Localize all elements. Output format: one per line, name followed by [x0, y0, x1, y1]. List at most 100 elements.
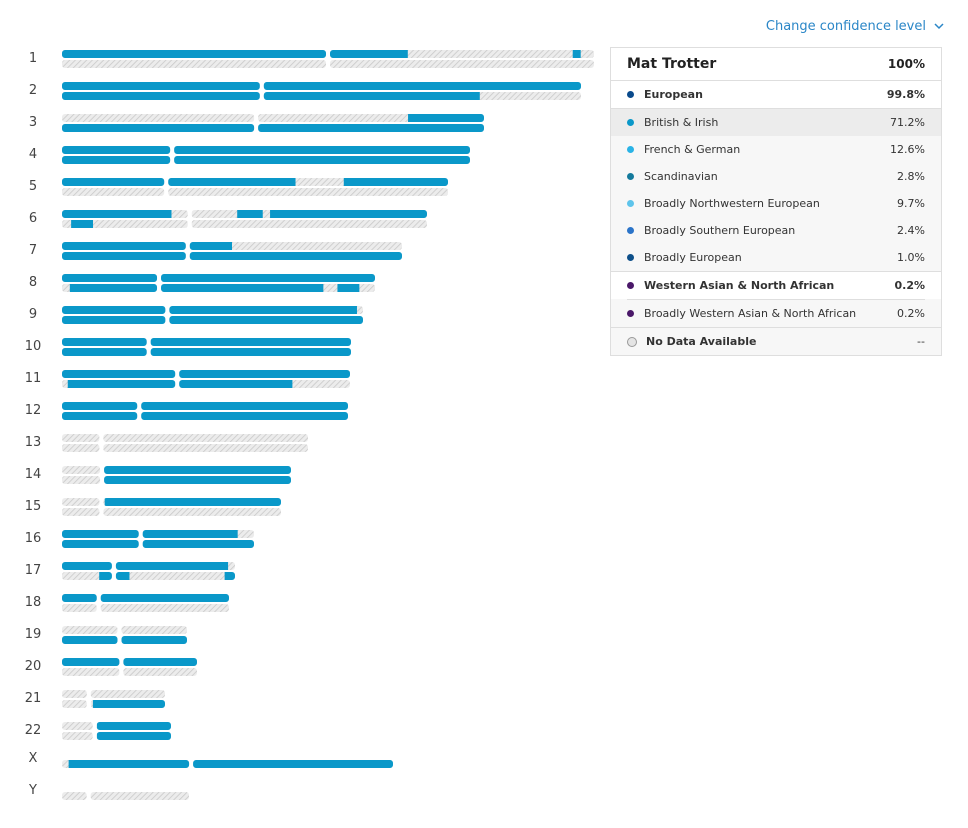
chromosome-8[interactable]	[0, 274, 379, 292]
chromosome-10[interactable]	[0, 338, 355, 356]
chromosome-7[interactable]	[0, 242, 406, 260]
legend-item-value: 12.6%	[890, 143, 925, 156]
ancestry-segment	[62, 412, 348, 420]
chromosome-2[interactable]	[0, 82, 585, 100]
chromosome-strand	[62, 476, 291, 484]
chromosome-Y[interactable]	[0, 792, 193, 810]
legend-item-left: British & Irish	[627, 116, 718, 129]
chromosome-16[interactable]	[0, 530, 258, 548]
legend-item-left: Broadly European	[627, 251, 742, 264]
legend-item-french-german[interactable]: French & German 12.6%	[611, 136, 941, 163]
chromosome-label: 22	[24, 723, 42, 738]
legend-item-label: British & Irish	[644, 116, 719, 129]
ancestry-segment	[103, 466, 291, 474]
chromosome-13[interactable]	[0, 434, 312, 452]
legend-group-value: 99.8%	[886, 88, 925, 101]
legend-divider	[611, 327, 941, 328]
chromosome-label: 4	[28, 147, 38, 162]
ancestry-segment	[62, 338, 351, 346]
chromosome-18[interactable]	[0, 594, 233, 612]
legend-item-scandinavian[interactable]: Scandinavian 2.8%	[611, 163, 941, 190]
chromosome-21[interactable]	[0, 690, 169, 708]
chromosome-strand	[62, 82, 581, 90]
chromosome-3[interactable]	[0, 114, 488, 132]
legend-item-label: French & German	[644, 143, 741, 156]
legend-header: Mat Trotter 100%	[611, 48, 941, 81]
no-data-region	[62, 60, 594, 68]
legend-item-broadly-southern-european[interactable]: Broadly Southern European 2.4%	[611, 217, 941, 244]
legend-item-left: Broadly Northwestern European	[627, 197, 820, 210]
chromosome-strand	[62, 792, 189, 800]
chromosome-6[interactable]	[0, 210, 431, 228]
chromosome-strand	[62, 114, 484, 122]
ancestry-segment	[62, 402, 348, 410]
chromosome-12[interactable]	[0, 402, 352, 420]
chromosome-strand	[62, 594, 229, 602]
ancestry-segment	[343, 178, 448, 186]
chromosome-9[interactable]	[0, 306, 367, 324]
chromosome-strand	[62, 732, 171, 740]
chromosome-4[interactable]	[0, 146, 474, 164]
chromosome-5[interactable]	[0, 178, 452, 196]
chromosome-strand	[62, 572, 235, 580]
chromosome-label: 2	[28, 83, 38, 98]
legend-item-broadly-european[interactable]: Broadly European 1.0%	[611, 244, 941, 271]
ancestry-segment	[62, 594, 229, 602]
chromosome-22[interactable]	[0, 722, 175, 740]
chromosome-strand	[62, 188, 448, 196]
chromosome-17[interactable]	[0, 562, 239, 580]
chromosome-14[interactable]	[0, 466, 295, 484]
legend-item-broadly-western-asian-north-african[interactable]: Broadly Western Asian & North African 0.2…	[611, 300, 941, 327]
chromosome-label: 19	[24, 627, 42, 642]
legend-item-british-irish[interactable]: British & Irish 71.2%	[611, 109, 941, 136]
chromosome-X[interactable]	[0, 760, 397, 778]
no-data-region	[62, 114, 484, 122]
ancestry-segment	[104, 498, 281, 506]
chromosome-strand	[62, 722, 171, 730]
chromosome-label: 14	[24, 467, 42, 482]
chromosome-strand	[62, 316, 363, 324]
chromosome-15[interactable]	[0, 498, 285, 516]
chromosome-label: 12	[24, 403, 42, 418]
legend-item-label: Broadly Northwestern European	[644, 197, 820, 210]
change-confidence-label: Change confidence level	[765, 19, 926, 34]
legend-item-left: Broadly Southern European	[627, 224, 795, 237]
chromosome-19[interactable]	[0, 626, 191, 644]
chromosome-strand	[62, 306, 363, 314]
ancestry-segment	[62, 274, 375, 282]
color-dot-icon	[627, 200, 634, 207]
chromosome-strand	[62, 466, 291, 474]
chromosome-strand	[62, 402, 348, 410]
chromosome-label: 10	[24, 339, 42, 354]
change-confidence-link[interactable]: Change confidence level	[766, 19, 944, 34]
ancestry-segment	[62, 316, 363, 324]
no-data-region	[62, 604, 229, 612]
chromosome-label: 21	[24, 691, 42, 706]
no-data-region	[62, 220, 427, 228]
legend-group-left: Western Asian & North African	[627, 279, 834, 292]
legend-item-label: Broadly Southern European	[644, 224, 796, 237]
color-dot-icon	[627, 254, 634, 261]
ancestry-segment	[96, 722, 171, 730]
chromosome-label: 11	[24, 371, 42, 386]
ancestry-segment	[408, 114, 484, 122]
chromosome-strand	[62, 370, 350, 378]
ancestry-segment	[62, 530, 238, 538]
chromosome-strand	[62, 252, 402, 260]
ancestry-segment	[62, 92, 480, 100]
chromosome-11[interactable]	[0, 370, 354, 388]
chromosome-20[interactable]	[0, 658, 201, 676]
ancestry-segment	[62, 636, 187, 644]
ancestry-segment	[237, 210, 263, 218]
legend-item-left: French & German	[627, 143, 740, 156]
no-data-region	[62, 690, 165, 698]
legend-item-value: 9.7%	[897, 197, 925, 210]
ancestry-legend: Mat Trotter 100% European 99.8% British & …	[610, 47, 942, 356]
chromosome-strand	[62, 146, 470, 154]
legend-item-broadly-northwestern-european[interactable]: Broadly Northwestern European 9.7%	[611, 190, 941, 217]
chromosome-1[interactable]	[0, 50, 598, 68]
legend-group-european[interactable]: European 99.8%	[611, 81, 941, 108]
legend-group-label: European	[644, 88, 703, 101]
legend-group-western-asian-north-african[interactable]: Western Asian & North African 0.2%	[611, 272, 941, 299]
chevron-down-icon	[934, 19, 944, 34]
